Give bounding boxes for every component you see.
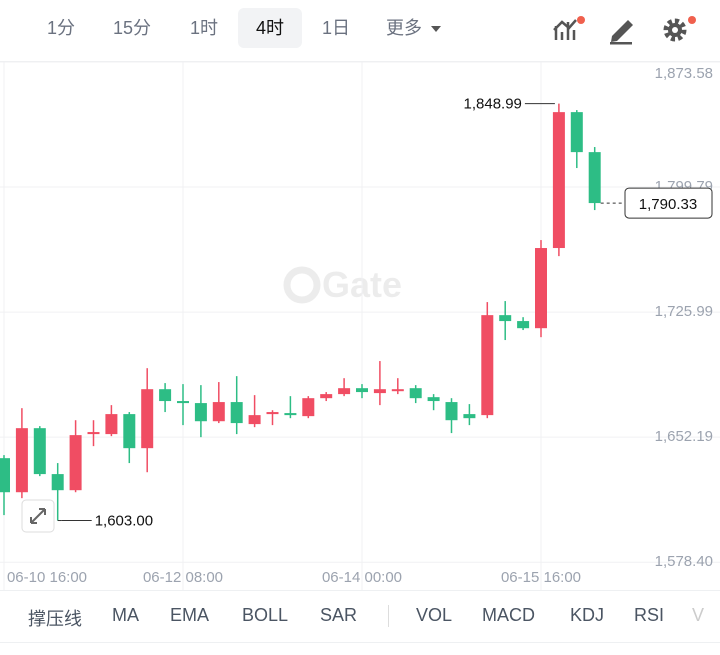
badge bbox=[688, 16, 696, 24]
candle-body bbox=[87, 432, 100, 435]
indicator-tab[interactable]: EMA bbox=[170, 605, 210, 625]
indicator-tab[interactable]: RSI bbox=[634, 605, 665, 625]
candle-body bbox=[141, 389, 154, 449]
indicator-tab[interactable]: BOLL bbox=[242, 605, 289, 625]
candle-body bbox=[552, 112, 565, 249]
indicator-tab[interactable]: VOL bbox=[416, 605, 453, 625]
indicator-tab[interactable]: MACD bbox=[482, 605, 535, 625]
x-tick-label: 06-12 08:00 bbox=[143, 569, 223, 586]
draw-icon[interactable] bbox=[610, 20, 633, 45]
interval-tab[interactable]: 1时 bbox=[189, 18, 218, 38]
candle-body bbox=[338, 388, 351, 395]
y-tick-label: 1,873.58 bbox=[655, 65, 713, 82]
candle-body bbox=[463, 414, 476, 419]
candle-body bbox=[535, 248, 547, 329]
indicator-icon[interactable] bbox=[553, 19, 577, 40]
candle-body bbox=[105, 414, 118, 435]
candle-body bbox=[212, 402, 225, 422]
watermark-logo bbox=[283, 266, 321, 304]
dropdown-caret bbox=[431, 26, 441, 32]
x-tick-label: 06-10 16:00 bbox=[7, 569, 87, 586]
last-price-box bbox=[624, 187, 713, 219]
interval-tab[interactable]: 1分 bbox=[46, 18, 75, 38]
candle-body bbox=[445, 402, 458, 421]
annotation-label: 1,848.99 bbox=[464, 96, 522, 113]
candle-body bbox=[427, 397, 440, 402]
candle-body bbox=[481, 315, 494, 416]
interval-tab[interactable]: 1日 bbox=[321, 18, 350, 38]
candle-body bbox=[356, 388, 368, 393]
candle-body bbox=[0, 458, 10, 493]
indicator-tab[interactable]: V bbox=[692, 605, 705, 625]
candle-body bbox=[248, 415, 261, 425]
interval-tab[interactable]: 15分 bbox=[112, 18, 152, 38]
last-price-label: 1,790.33 bbox=[639, 196, 697, 213]
indicator-tab[interactable]: MA bbox=[112, 605, 139, 625]
candle-body bbox=[15, 428, 28, 493]
candle-body bbox=[194, 403, 207, 422]
indicator-bar: 撑压线 MA EMA BOLL SAR VOL MACD KDJ RSI V bbox=[0, 590, 720, 643]
indicator-tab[interactable]: KDJ bbox=[570, 605, 605, 625]
candle-body bbox=[33, 428, 46, 475]
y-tick-label: 1,652.19 bbox=[655, 428, 713, 445]
indicator-tab[interactable]: 撑压线 bbox=[28, 609, 82, 629]
candle-body bbox=[320, 394, 333, 399]
candle-body bbox=[391, 389, 404, 392]
y-tick-label: 1,725.99 bbox=[655, 303, 713, 320]
candle-body bbox=[69, 435, 82, 491]
candle-body bbox=[177, 401, 189, 404]
expand-button[interactable] bbox=[21, 499, 55, 533]
candle-body bbox=[499, 315, 512, 322]
interval-tab[interactable]: 4时 bbox=[238, 8, 302, 48]
toolbar-icons bbox=[553, 16, 696, 45]
indicator-tab[interactable]: SAR bbox=[320, 605, 358, 625]
candle-body bbox=[230, 402, 243, 424]
divider bbox=[388, 605, 389, 627]
x-tick-label: 06-14 00:00 bbox=[322, 569, 402, 586]
x-tick-label: 06-15 16:00 bbox=[501, 569, 581, 586]
candle-body bbox=[284, 413, 297, 416]
candle-body bbox=[517, 321, 530, 329]
candle-body bbox=[51, 474, 64, 491]
candle-body bbox=[302, 398, 315, 417]
badge bbox=[577, 16, 585, 24]
watermark: Gate bbox=[283, 264, 402, 305]
candle-body bbox=[373, 389, 386, 394]
candle-body bbox=[266, 412, 279, 415]
annotation-label: 1,603.00 bbox=[95, 513, 153, 530]
candlestick-chart: Gate 06-10 16:00 06-12 08:00 06-14 00:00 06-… bbox=[0, 61, 720, 590]
settings-icon[interactable] bbox=[663, 18, 687, 42]
interval-toolbar: 1分 15分 1时 4时 1日 更多 bbox=[0, 0, 720, 62]
candle-body bbox=[159, 389, 172, 402]
candle-body bbox=[570, 112, 583, 153]
candle-body bbox=[409, 388, 422, 399]
interval-tab[interactable]: 更多 bbox=[378, 8, 462, 48]
expand-icon bbox=[30, 508, 46, 524]
candle-body bbox=[123, 414, 136, 449]
y-tick-label: 1,578.40 bbox=[655, 553, 713, 570]
candle-body bbox=[588, 152, 601, 204]
